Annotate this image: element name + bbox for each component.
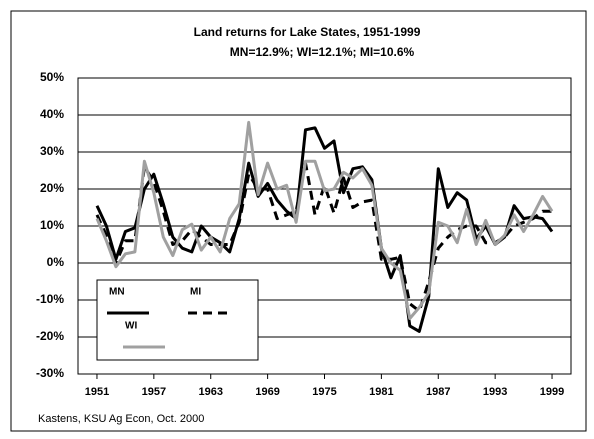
y-tick-label: 0% xyxy=(47,255,65,269)
x-tick-label: 1987 xyxy=(426,386,450,398)
x-tick-label: 1993 xyxy=(483,386,507,398)
chart-subtitle: MN=12.9%; WI=12.1%; MI=10.6% xyxy=(230,45,415,59)
y-tick-label: 30% xyxy=(40,144,64,158)
y-tick-label: 50% xyxy=(40,70,64,84)
y-tick-label: -10% xyxy=(36,292,64,306)
series-line xyxy=(95,120,554,320)
y-tick-label: -20% xyxy=(36,329,64,343)
series-line xyxy=(95,161,552,313)
x-tick-label: 1951 xyxy=(85,386,109,398)
x-tick-label: 1957 xyxy=(142,386,166,398)
x-tick-label: 1969 xyxy=(255,386,279,398)
source-note: Kastens, KSU Ag Econ, Oct. 2000 xyxy=(38,413,204,425)
legend-label: MI xyxy=(190,287,201,298)
y-tick-label: 20% xyxy=(40,181,64,195)
y-tick-label: 40% xyxy=(40,107,64,121)
legend-label: WI xyxy=(125,321,137,332)
x-tick-label: 1975 xyxy=(312,386,336,398)
x-tick-label: 1981 xyxy=(369,386,393,398)
x-tick-label: 1999 xyxy=(540,386,564,398)
y-tick-label: 10% xyxy=(40,218,64,232)
chart-border xyxy=(10,10,587,432)
chart-title: Land returns for Lake States, 1951-1999 xyxy=(194,25,421,39)
y-tick-label: -30% xyxy=(36,366,64,380)
legend-label: MN xyxy=(109,287,125,298)
x-tick-label: 1963 xyxy=(198,386,222,398)
